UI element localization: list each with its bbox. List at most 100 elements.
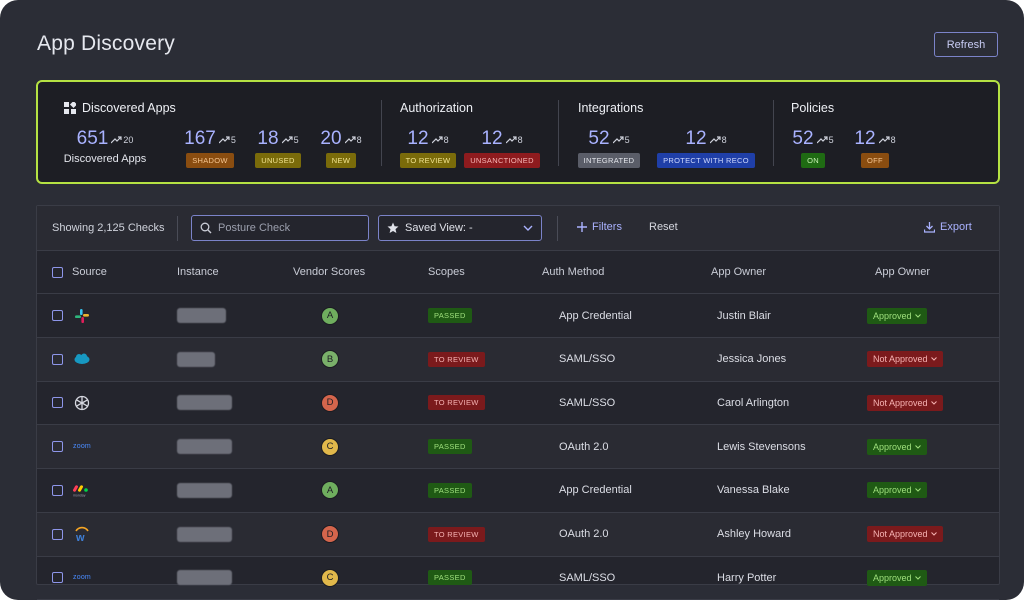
stat-unused[interactable]: 18 5 UNUSED bbox=[248, 128, 308, 168]
header-scopes[interactable]: Scopes bbox=[428, 266, 465, 278]
header-app-owner-approval[interactable]: App Owner bbox=[875, 266, 931, 278]
stat-policies-on[interactable]: 52 5 ON bbox=[786, 128, 840, 168]
chevron-down-icon bbox=[914, 575, 921, 580]
scope-cell: PASSED bbox=[428, 556, 472, 599]
stat-shadow[interactable]: 167 5 SHADOW bbox=[180, 128, 240, 168]
table-row[interactable]: monday A PASSED App Credential Vanessa Blake… bbox=[37, 469, 999, 513]
table-row[interactable]: w D TO REVIEW OAuth 2.0 Ashley Howard Not App… bbox=[37, 512, 999, 557]
instance-cell bbox=[177, 469, 232, 512]
instance-cell bbox=[177, 513, 232, 556]
vendor-score-badge: B bbox=[321, 350, 339, 369]
search-box[interactable] bbox=[191, 215, 369, 241]
approval-cell: Not Approved bbox=[867, 338, 943, 381]
header-auth-method[interactable]: Auth Method bbox=[542, 266, 605, 278]
table-row[interactable]: B TO REVIEW SAML/SSO Jessica Jones Not Appro… bbox=[37, 337, 999, 382]
vendor-score-badge: C bbox=[321, 437, 339, 456]
chevron-down-icon bbox=[930, 532, 937, 536]
scope-status-badge: PASSED bbox=[428, 308, 472, 323]
vendor-score-badge: D bbox=[321, 393, 339, 412]
scope-cell: TO REVIEW bbox=[428, 381, 485, 424]
table-row[interactable]: zoom C PASSED OAuth 2.0 Lewis Stevensons Appr… bbox=[37, 425, 999, 470]
stat-new[interactable]: 20 8 NEW bbox=[311, 128, 371, 168]
approval-dropdown[interactable]: Not Approved bbox=[867, 526, 943, 542]
trend-up-icon bbox=[281, 136, 293, 144]
scope-status-badge: PASSED bbox=[428, 570, 472, 586]
saved-view-select[interactable]: Saved View: - bbox=[378, 215, 542, 241]
row-checkbox[interactable] bbox=[52, 310, 63, 321]
grid-icon bbox=[64, 102, 76, 114]
approval-cell: Approved bbox=[867, 469, 927, 512]
export-button[interactable]: Export bbox=[924, 221, 972, 233]
instance-cell bbox=[177, 338, 215, 381]
auth-method-cell: App Credential bbox=[559, 484, 632, 497]
header-source[interactable]: Source bbox=[72, 266, 107, 278]
vendor-score-cell: A bbox=[321, 294, 339, 337]
app-owner-cell: Ashley Howard bbox=[717, 528, 791, 540]
trend-up-icon bbox=[709, 136, 721, 144]
integrations-title: Integrations bbox=[578, 101, 644, 115]
trend-up-icon bbox=[111, 136, 122, 144]
scope-cell: PASSED bbox=[428, 294, 472, 337]
openai-icon bbox=[73, 394, 91, 412]
shadow-badge: SHADOW bbox=[186, 153, 234, 168]
approval-dropdown[interactable]: Approved bbox=[867, 569, 927, 586]
stat-integrated[interactable]: 52 5 INTEGRATED bbox=[575, 128, 643, 168]
select-all-checkbox[interactable] bbox=[52, 267, 63, 278]
auth-method-cell: SAML/SSO bbox=[559, 353, 616, 366]
approval-dropdown[interactable]: Approved bbox=[867, 438, 927, 455]
vendor-score-badge: A bbox=[321, 306, 339, 325]
stat-to-review[interactable]: 12 8 TO REVIEW bbox=[396, 128, 460, 168]
vendor-score-cell: D bbox=[321, 513, 339, 556]
filters-button[interactable]: Filters bbox=[577, 221, 622, 233]
on-badge: ON bbox=[801, 153, 825, 168]
approval-dropdown[interactable]: Approved bbox=[867, 482, 927, 499]
stat-unsanctioned[interactable]: 12 8 UNSANCTIONED bbox=[462, 128, 542, 168]
app-owner-cell: Jessica Jones bbox=[717, 353, 787, 366]
instance-cell bbox=[177, 381, 232, 424]
approval-label: Approved bbox=[873, 485, 912, 496]
search-icon bbox=[200, 222, 212, 234]
row-checkbox[interactable] bbox=[52, 484, 63, 496]
approval-dropdown[interactable]: Not Approved bbox=[867, 351, 943, 368]
header-vendor-scores[interactable]: Vendor Scores bbox=[293, 266, 366, 278]
redacted-instance bbox=[177, 395, 232, 411]
header-app-owner[interactable]: App Owner bbox=[711, 266, 767, 278]
table-row[interactable]: A PASSED App Credential Justin Blair Approve… bbox=[37, 294, 999, 338]
source-cell: zoom bbox=[73, 425, 91, 468]
svg-text:w: w bbox=[75, 532, 85, 543]
search-input[interactable] bbox=[218, 222, 358, 234]
export-label: Export bbox=[940, 221, 972, 233]
scope-status-badge: PASSED bbox=[428, 482, 472, 498]
approval-dropdown[interactable]: Approved bbox=[867, 307, 927, 324]
app-owner-cell: Vanessa Blake bbox=[717, 484, 790, 497]
scope-cell: TO REVIEW bbox=[428, 338, 485, 381]
unused-badge: UNUSED bbox=[255, 153, 301, 168]
table-row[interactable]: D TO REVIEW SAML/SSO Carol Arlington Not App… bbox=[37, 381, 999, 426]
refresh-button[interactable]: Refresh bbox=[934, 32, 998, 57]
stat-protect-with-reco[interactable]: 12 8 PROTECT WITH RECO bbox=[656, 128, 756, 168]
stat-discovered-total[interactable]: 651 20 Discovered Apps bbox=[63, 128, 147, 165]
workday-icon: w bbox=[73, 525, 91, 543]
trend-up-icon bbox=[505, 136, 517, 144]
redacted-instance bbox=[177, 439, 232, 455]
row-checkbox[interactable] bbox=[52, 397, 63, 409]
vendor-score-cell: C bbox=[321, 425, 339, 468]
row-checkbox[interactable] bbox=[52, 572, 63, 584]
row-checkbox[interactable] bbox=[52, 528, 63, 540]
redacted-instance bbox=[177, 308, 226, 323]
row-checkbox[interactable] bbox=[52, 441, 63, 453]
approval-cell: Not Approved bbox=[867, 381, 943, 424]
row-checkbox[interactable] bbox=[52, 353, 63, 365]
chevron-down-icon bbox=[914, 313, 921, 318]
approval-cell: Approved bbox=[867, 425, 927, 468]
summary-card: Discovered Apps 651 20 Discovered Apps 16… bbox=[36, 80, 1000, 184]
reset-button[interactable]: Reset bbox=[649, 221, 678, 233]
header-instance[interactable]: Instance bbox=[177, 266, 219, 278]
approval-dropdown[interactable]: Not Approved bbox=[867, 394, 943, 411]
stat-policies-off[interactable]: 12 8 OFF bbox=[848, 128, 902, 168]
zoom-icon: zoom bbox=[73, 443, 91, 451]
approval-label: Approved bbox=[873, 310, 912, 321]
table-row[interactable]: zoom C PASSED SAML/SSO Harry Potter Approved bbox=[37, 556, 999, 600]
auth-method-cell: SAML/SSO bbox=[559, 571, 616, 584]
